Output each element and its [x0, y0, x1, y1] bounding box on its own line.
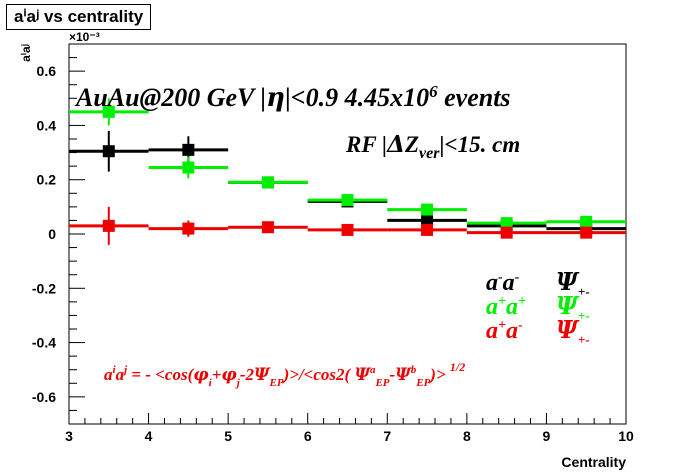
- data-point: [182, 222, 195, 235]
- x-tick-label: 8: [463, 428, 471, 444]
- data-point: [341, 194, 354, 207]
- data-point: [421, 203, 434, 216]
- y-axis-multiplier: ×10⁻³: [69, 30, 100, 44]
- annotation-formula: aiaj = - <cos(φi+φj-2ΨEP)>/<cos2( ΨaEP-Ψ…: [104, 360, 465, 389]
- legend-pair-label: a-a-: [486, 270, 520, 296]
- data-point: [500, 226, 513, 239]
- legend-psi-label: Ψ+-: [556, 267, 590, 299]
- y-tick-label: 0: [48, 226, 56, 242]
- x-axis-label: Centrality: [561, 454, 626, 470]
- y-tick-label: 0.2: [37, 172, 57, 188]
- x-tick-label: 3: [65, 428, 73, 444]
- data-point: [102, 219, 115, 232]
- legend-pair-label: a+a+: [486, 294, 526, 320]
- x-tick-label: 7: [383, 428, 391, 444]
- data-point: [102, 145, 115, 158]
- data-point: [341, 223, 354, 236]
- x-tick-label: 6: [304, 428, 312, 444]
- y-tick-label: -0.2: [32, 280, 56, 296]
- legend-pair-label: a+a-: [486, 318, 523, 344]
- y-tick-label: -0.4: [32, 335, 56, 351]
- annotation-dataset: AuAu@200 GeV |η|<0.9 4.45x106 events: [74, 82, 511, 113]
- data-point: [580, 226, 593, 239]
- y-tick-label: 0.6: [37, 63, 57, 79]
- x-tick-label: 4: [145, 428, 153, 444]
- y-tick-label: 0.4: [37, 117, 57, 133]
- data-point: [261, 221, 274, 234]
- x-tick-label: 9: [543, 428, 551, 444]
- data-point: [421, 223, 434, 236]
- annotation-vertex-cut: RF |ΔZver|<15. cm: [345, 131, 520, 162]
- y-tick-label: -0.6: [32, 389, 56, 405]
- data-point: [580, 215, 593, 228]
- data-point: [500, 217, 513, 230]
- data-point: [421, 214, 434, 227]
- legend-psi-label: Ψ+-: [556, 291, 590, 323]
- x-tick-label: 10: [618, 428, 634, 444]
- chart-title: aⁱaʲ vs centrality: [6, 4, 152, 30]
- data-point: [182, 161, 195, 174]
- data-point: [182, 143, 195, 156]
- y-axis-label: aⁱaʲ: [19, 44, 33, 62]
- x-tick-label: 5: [224, 428, 232, 444]
- data-point: [261, 176, 274, 189]
- data-point: [102, 105, 115, 118]
- legend-psi-label: Ψ+-: [556, 315, 590, 347]
